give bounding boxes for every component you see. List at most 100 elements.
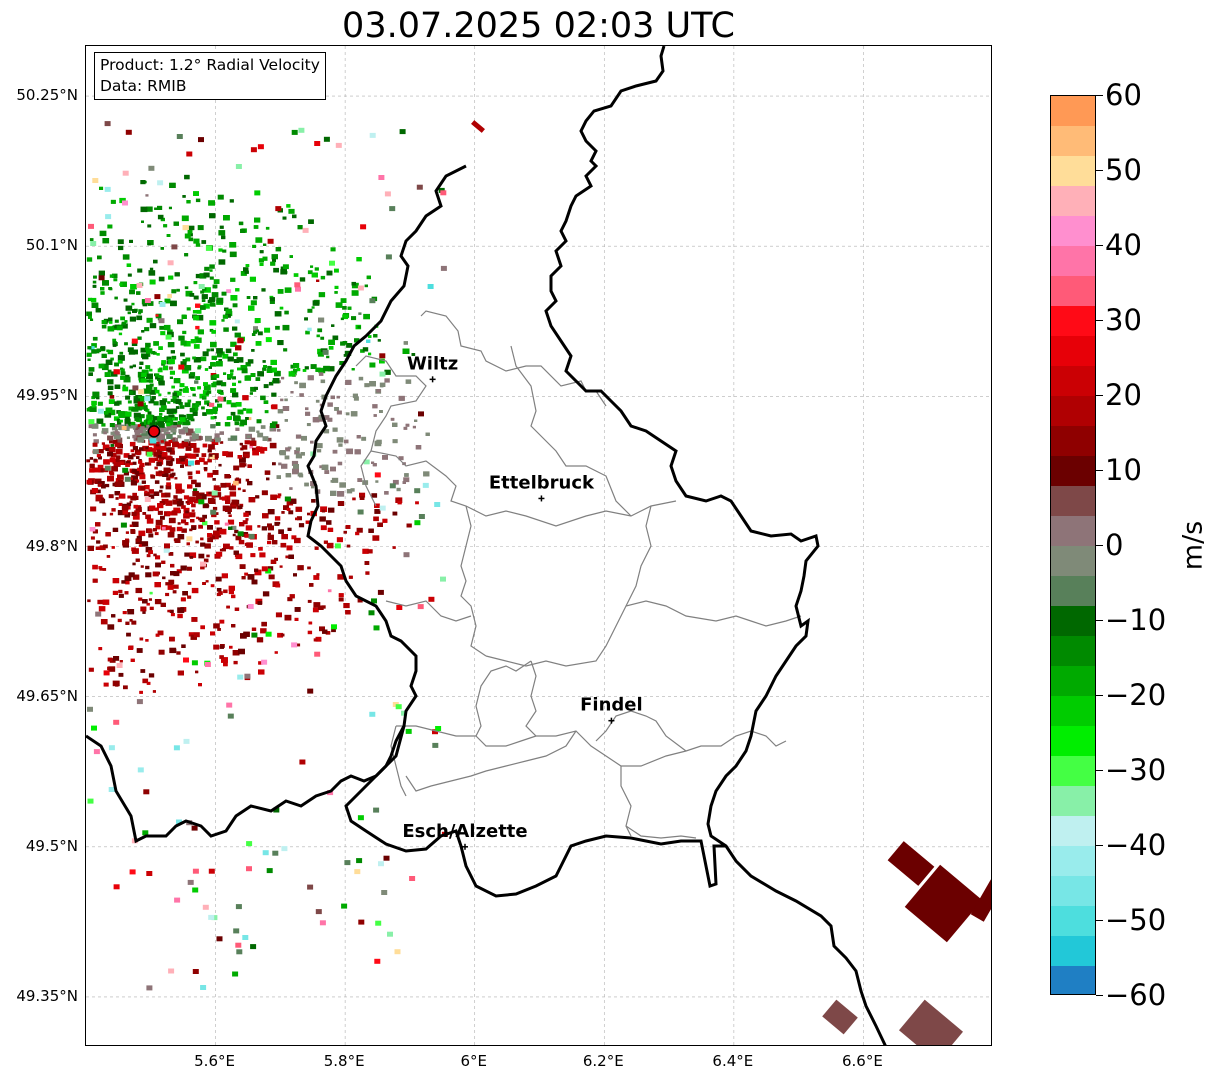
radar-map[interactable]: Wiltz Ettelbruck Findel Esch/Alzette bbox=[85, 45, 992, 1046]
echo-pixel bbox=[166, 511, 172, 516]
echo-pixel bbox=[320, 336, 325, 340]
echo-pixel bbox=[307, 375, 314, 381]
echo-pixel bbox=[174, 272, 180, 277]
echo-pixel bbox=[188, 414, 194, 419]
echo-pixel bbox=[392, 422, 398, 427]
echo-pixel bbox=[138, 597, 143, 601]
echo-pixel bbox=[154, 582, 161, 588]
echo-pixel bbox=[116, 663, 123, 668]
echo-pixel bbox=[234, 607, 240, 611]
echo-pixel bbox=[261, 621, 267, 627]
echo-pixel bbox=[154, 599, 162, 605]
echo-pixel bbox=[247, 359, 254, 364]
echo-pixel bbox=[331, 324, 335, 327]
canton-line bbox=[485, 600, 802, 667]
colorbar-tick-label: 50 bbox=[1105, 153, 1142, 187]
echo-pixel bbox=[275, 206, 282, 212]
echo-pixel bbox=[129, 365, 133, 369]
echo-pixel bbox=[210, 631, 216, 636]
echo-pixel bbox=[246, 841, 253, 847]
echo-pixel bbox=[313, 638, 318, 642]
echo-pixel bbox=[398, 395, 405, 401]
echo-pixel bbox=[139, 422, 147, 428]
echo-pixel bbox=[107, 385, 114, 390]
canton-line bbox=[355, 355, 427, 507]
echo-pixel bbox=[182, 426, 188, 431]
echo-pixel bbox=[200, 625, 205, 630]
echo-pixel bbox=[162, 366, 169, 371]
echo-pixel bbox=[318, 292, 326, 298]
echo-pixel bbox=[272, 850, 279, 856]
echo-pixel bbox=[232, 303, 238, 308]
echo-pixel bbox=[98, 468, 104, 473]
echo-pixel bbox=[356, 435, 361, 439]
echo-pixel bbox=[184, 233, 191, 239]
echo-pixel bbox=[434, 502, 441, 507]
echo-pixel bbox=[91, 349, 97, 354]
echo-pixel bbox=[91, 423, 99, 429]
echo-pixel bbox=[261, 526, 267, 531]
echo-pixel bbox=[183, 507, 190, 513]
echo-pixel bbox=[182, 359, 187, 363]
echo-pixel bbox=[258, 661, 263, 665]
echo-pixel bbox=[194, 403, 200, 407]
echo-pixel bbox=[322, 349, 329, 355]
echo-pixel bbox=[186, 307, 191, 311]
echo-pixel bbox=[440, 576, 446, 582]
echo-pixel bbox=[160, 440, 164, 443]
echo-pixel bbox=[384, 191, 391, 197]
echo-pixel bbox=[212, 470, 219, 475]
country-borders bbox=[86, 46, 887, 1045]
echo-pixel bbox=[184, 552, 190, 557]
echo-pixel bbox=[152, 571, 159, 577]
echo-pixel bbox=[219, 655, 224, 659]
echo-pixel bbox=[340, 341, 346, 346]
echo-pixel bbox=[228, 585, 235, 591]
echo-pixel bbox=[166, 417, 172, 422]
echo-pixel bbox=[339, 361, 345, 366]
echo-pixel bbox=[254, 568, 259, 572]
echo-pixel bbox=[334, 285, 339, 289]
echo-pixel bbox=[209, 320, 217, 326]
echo-pixel bbox=[296, 516, 302, 521]
echo-pixel bbox=[127, 273, 132, 277]
echo-pixel bbox=[119, 461, 125, 465]
echo-pixel bbox=[271, 254, 278, 260]
echo-pixel bbox=[208, 491, 212, 495]
echo-pixel bbox=[232, 326, 238, 331]
echo-pixel bbox=[164, 415, 169, 420]
echo-pixel bbox=[209, 264, 215, 269]
echo-pixel bbox=[235, 942, 242, 948]
echo-pixel bbox=[125, 580, 130, 585]
echo-pixel bbox=[138, 530, 146, 537]
echo-pixel bbox=[191, 431, 196, 435]
echo-pixel bbox=[200, 565, 205, 570]
echo-pixel bbox=[132, 434, 137, 439]
echo-pixel bbox=[240, 633, 247, 639]
echo-pixel bbox=[171, 408, 178, 413]
border-line bbox=[86, 734, 388, 844]
echo-pixel bbox=[271, 392, 277, 397]
echo-pixel bbox=[322, 629, 328, 634]
echo-pixel bbox=[177, 435, 182, 439]
echo-pixel bbox=[107, 349, 114, 355]
echo-pixel bbox=[168, 579, 175, 585]
echo-pixel bbox=[88, 667, 94, 672]
echo-pixel bbox=[304, 317, 308, 321]
echo-pixel bbox=[168, 968, 175, 974]
echo-pixel bbox=[120, 368, 125, 372]
echo-pixel bbox=[146, 348, 153, 354]
echo-pixel bbox=[323, 540, 328, 544]
echo-pixel bbox=[164, 492, 171, 498]
echo-pixel bbox=[107, 435, 114, 441]
echo-pixel bbox=[127, 609, 131, 612]
latitude-tick-label: 49.65°N bbox=[16, 686, 78, 705]
echo-pixel bbox=[321, 464, 329, 470]
echo-pixel bbox=[196, 495, 202, 501]
echo-pixel bbox=[130, 284, 137, 290]
echo-pixel bbox=[158, 393, 162, 396]
colorbar-segment bbox=[1051, 156, 1095, 187]
echo-pixel bbox=[112, 341, 117, 345]
echo-pixel bbox=[165, 582, 170, 586]
echo-pixel bbox=[363, 459, 370, 465]
